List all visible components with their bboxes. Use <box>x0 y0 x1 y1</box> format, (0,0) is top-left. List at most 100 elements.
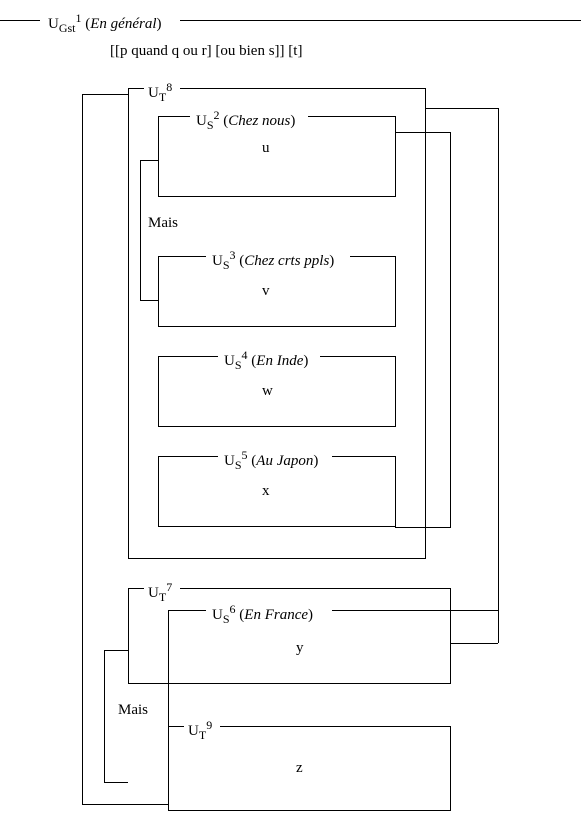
us2-top-r <box>308 116 395 117</box>
us6-label: US6 (En France) <box>212 602 313 627</box>
us6-sub: S <box>223 612 230 626</box>
us2-top-l <box>158 116 190 117</box>
title-sub: Gst <box>59 21 76 35</box>
ut8-right <box>425 88 426 558</box>
ut7-right <box>450 588 451 683</box>
us4-bot <box>158 426 396 427</box>
us3-bot <box>158 326 396 327</box>
us4-top-r <box>320 356 395 357</box>
mais2-bracket-bot <box>104 782 128 783</box>
v-letter: v <box>262 283 270 300</box>
w-letter: w <box>262 383 273 400</box>
us5-sup: 5 <box>242 448 248 462</box>
us5-sub: S <box>235 458 242 472</box>
ut9-top-r <box>220 726 450 727</box>
ut9-right <box>450 726 451 810</box>
ut7-top-l <box>128 588 144 589</box>
us2-bot <box>158 196 396 197</box>
innerright-top <box>395 132 451 133</box>
title-line-right <box>180 20 581 21</box>
us3-sub: S <box>223 258 230 272</box>
us5-top-r <box>332 456 395 457</box>
farright-top <box>425 108 498 109</box>
title-u: U <box>48 16 59 32</box>
us3-top-r <box>350 256 395 257</box>
us4-u: U <box>224 353 235 369</box>
z-letter: z <box>296 760 303 777</box>
us4-top-l <box>158 356 218 357</box>
us2-sup: 2 <box>214 108 220 122</box>
us3-u: U <box>212 253 223 269</box>
innerright-v <box>450 132 451 527</box>
us5-top-l <box>158 456 218 457</box>
mais2-bracket-v <box>104 650 105 782</box>
outer-bracket-bot <box>82 804 168 805</box>
ut7-top-r <box>180 588 450 589</box>
x-letter: x <box>262 483 270 500</box>
ut9-label: UT9 <box>188 718 212 743</box>
mais1-bracket-bot <box>140 300 158 301</box>
innerright-bot <box>395 527 451 528</box>
ut8-top-right <box>180 88 425 89</box>
y-letter: y <box>296 640 304 657</box>
ut8-left <box>128 88 129 558</box>
us2-left <box>158 116 159 196</box>
ut8-u: U <box>148 85 159 101</box>
us3-left <box>158 256 159 326</box>
us5-bot <box>158 526 396 527</box>
formula: [[p quand q ou r] [ou bien s]] [t] <box>110 43 302 60</box>
us4-sup: 4 <box>242 348 248 362</box>
ut7-label: UT7 <box>148 580 172 605</box>
farright-v <box>498 108 499 643</box>
ut7-u: U <box>148 585 159 601</box>
ut8-sup: 8 <box>166 80 172 94</box>
us3-right <box>395 256 396 326</box>
us4-italic: En Inde <box>256 353 303 369</box>
us5-right <box>395 456 396 526</box>
us3-italic: Chez crts ppls <box>244 253 329 269</box>
farright-bot <box>450 643 498 644</box>
us5-italic: Au Japon <box>256 453 313 469</box>
ut8-top-left <box>128 88 144 89</box>
ut7-sup: 7 <box>166 580 172 594</box>
us5-left <box>158 456 159 526</box>
us6-sup: 6 <box>230 602 236 616</box>
us2-right <box>395 116 396 196</box>
us6-u: U <box>212 607 223 623</box>
mais1-bracket-top <box>140 160 158 161</box>
us3-label: US3 (Chez crts ppls) <box>212 248 334 273</box>
title-italic: En général <box>90 16 156 32</box>
ut9-top-l <box>168 726 184 727</box>
title-label: UGst1 (En général) <box>48 11 162 36</box>
us5-label: US5 (Au Japon) <box>224 448 318 473</box>
outer-bracket-top <box>82 94 128 95</box>
us4-right <box>395 356 396 426</box>
ut8-bottom <box>128 558 426 559</box>
ut9-bot <box>168 810 451 811</box>
us4-sub: S <box>235 358 242 372</box>
ut8-label: UT8 <box>148 80 172 105</box>
us2-sub: S <box>207 118 214 132</box>
mais1-bracket-v <box>140 160 141 300</box>
us6-italic: En France <box>244 607 308 623</box>
us4-left <box>158 356 159 426</box>
mais1: Mais <box>148 215 178 232</box>
us5-u: U <box>224 453 235 469</box>
ut7-bot <box>128 683 451 684</box>
mais2-bracket-top <box>104 650 128 651</box>
us6-top-l <box>168 610 206 611</box>
ut7-left <box>128 588 129 683</box>
title-line-left <box>0 20 40 21</box>
us2-italic: Chez nous <box>228 113 290 129</box>
us3-top-l <box>158 256 206 257</box>
us2-u: U <box>196 113 207 129</box>
ut9-u: U <box>188 723 199 739</box>
mais2: Mais <box>118 702 148 719</box>
us6-left <box>168 610 169 810</box>
us6-top-r <box>332 610 498 611</box>
ut9-sup: 9 <box>206 718 212 732</box>
us4-label: US4 (En Inde) <box>224 348 308 373</box>
u-letter: u <box>262 140 270 157</box>
us2-label: US2 (Chez nous) <box>196 108 295 133</box>
us3-sup: 3 <box>230 248 236 262</box>
